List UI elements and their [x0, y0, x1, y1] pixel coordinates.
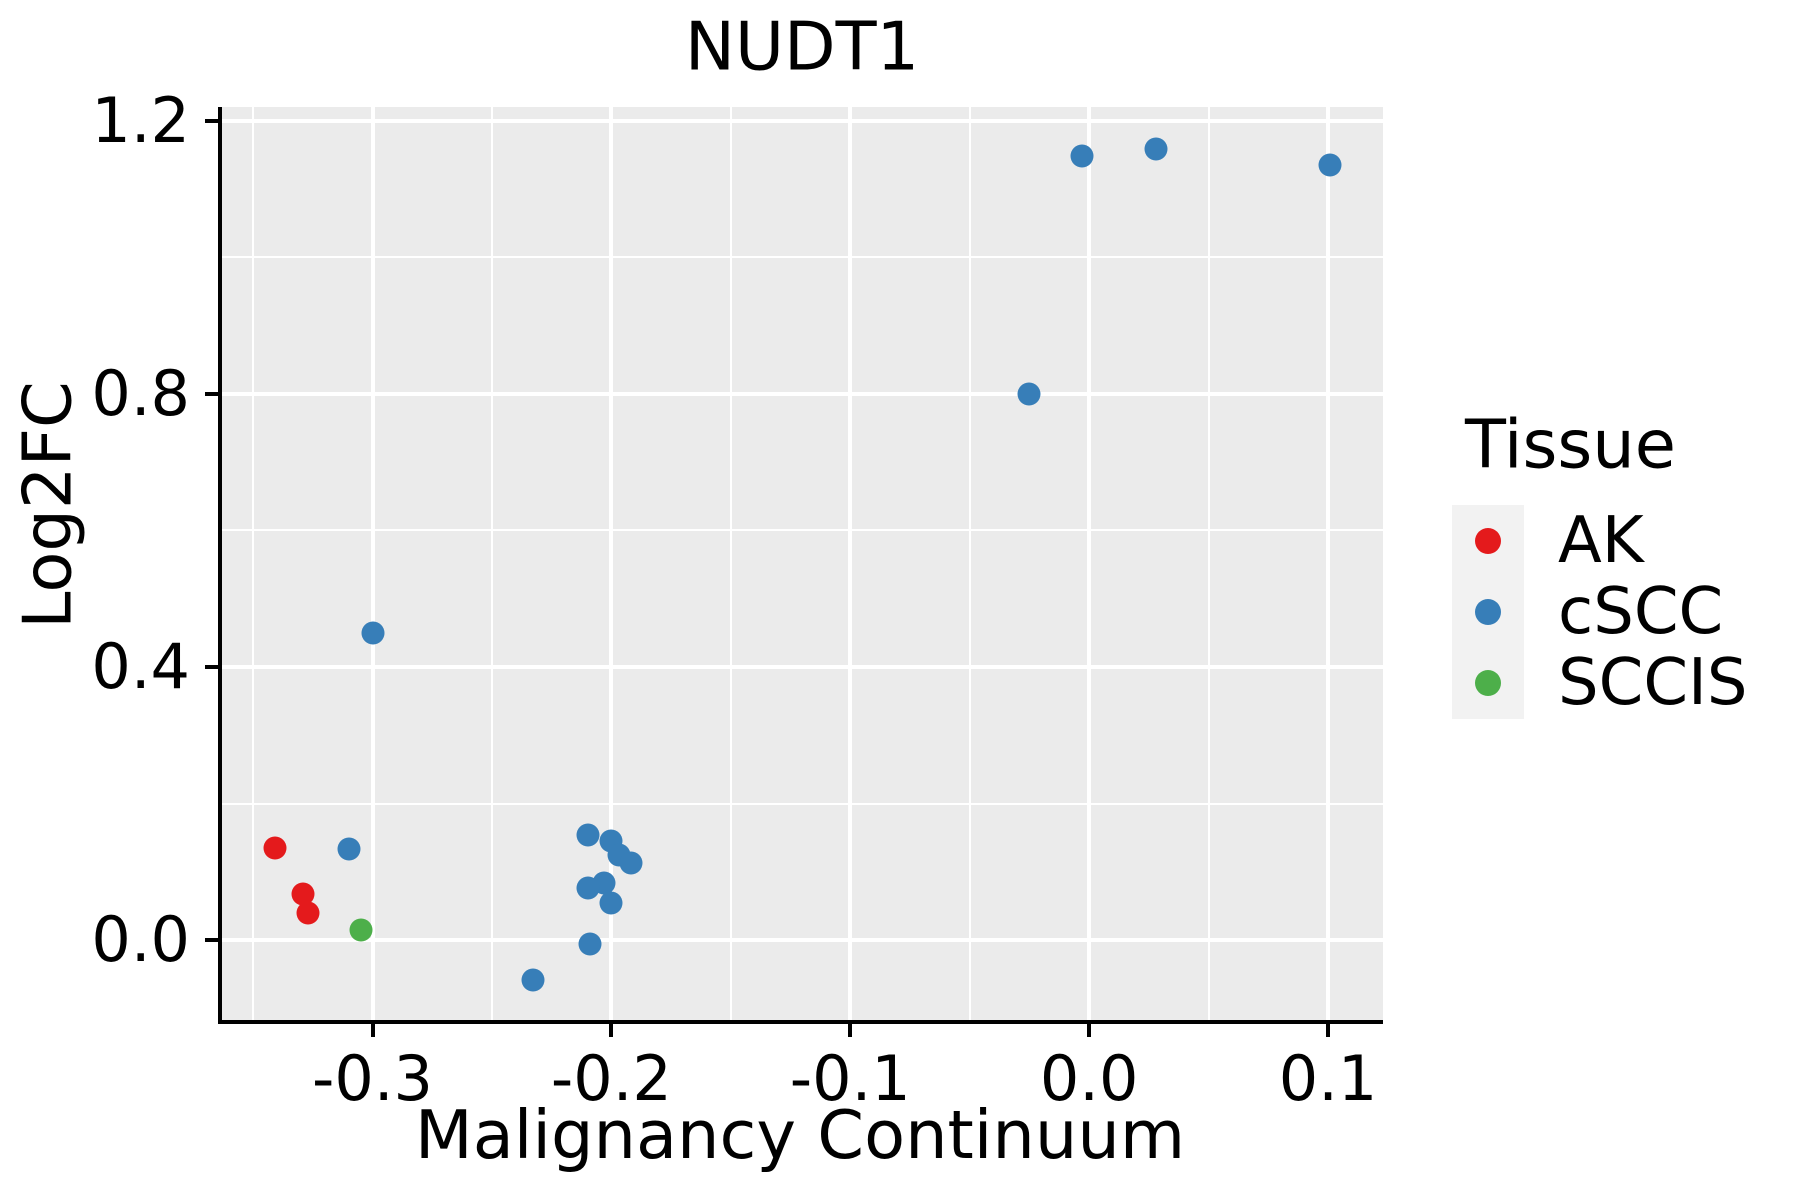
x-minor-gridline: [252, 107, 255, 1020]
y-tick-mark: [205, 118, 218, 123]
data-point-cscc: [619, 851, 642, 875]
data-point-cscc: [1318, 153, 1342, 177]
x-tick-label: -0.3: [312, 1042, 433, 1115]
y-tick-label: 0.4: [91, 629, 190, 703]
data-point-ak: [263, 836, 287, 860]
x-axis-line: [218, 1020, 1383, 1024]
x-major-gridline: [609, 107, 614, 1020]
y-axis-line: [218, 107, 222, 1024]
data-point-ak: [291, 882, 315, 906]
y-tick-label: 0.8: [91, 356, 190, 430]
legend-label-ak: AK: [1558, 504, 1644, 578]
y-tick-mark: [205, 938, 218, 943]
data-point-cscc: [578, 932, 602, 956]
y-minor-gridline: [222, 802, 1383, 805]
x-minor-gridline: [1207, 107, 1210, 1020]
x-tick-label: 0.1: [1278, 1042, 1378, 1115]
x-tick-mark: [1087, 1024, 1092, 1037]
x-tick-mark: [1326, 1024, 1331, 1037]
legend-label-cscc: cSCC: [1558, 575, 1724, 649]
data-point-cscc: [1017, 382, 1041, 406]
x-tick-label: -0.1: [789, 1042, 911, 1115]
x-minor-gridline: [490, 107, 493, 1020]
legend-title: Tissue: [1465, 405, 1676, 484]
data-point-cscc: [576, 823, 599, 847]
x-axis-title: Malignancy Continuum: [414, 1096, 1186, 1174]
y-major-gridline: [222, 118, 1383, 123]
y-major-gridline: [222, 664, 1383, 669]
x-tick-label: 0.0: [1039, 1042, 1139, 1115]
x-major-gridline: [1326, 107, 1331, 1020]
y-minor-gridline: [222, 529, 1383, 532]
data-point-cscc: [337, 837, 361, 861]
x-tick-mark: [370, 1024, 375, 1037]
x-major-gridline: [848, 107, 853, 1020]
y-tick-mark: [205, 664, 218, 669]
x-major-gridline: [370, 107, 375, 1020]
data-point-cscc: [521, 968, 545, 992]
legend-dot-cscc: [1475, 599, 1501, 625]
x-tick-mark: [609, 1024, 614, 1037]
plot-title: NUDT1: [684, 7, 920, 86]
y-tick-label: 1.2: [91, 83, 190, 157]
data-point-sccis: [349, 918, 373, 942]
plot-panel: [222, 107, 1383, 1020]
x-minor-gridline: [729, 107, 732, 1020]
data-point-cscc: [1070, 144, 1094, 168]
data-point-cscc: [361, 621, 384, 645]
legend-dot-ak: [1475, 528, 1501, 554]
y-major-gridline: [222, 391, 1383, 396]
y-tick-mark: [205, 391, 218, 396]
data-point-cscc: [1144, 137, 1168, 161]
legend-label-sccis: SCCIS: [1558, 646, 1748, 720]
y-minor-gridline: [222, 256, 1383, 259]
data-point-ak: [296, 901, 320, 925]
x-tick-mark: [848, 1024, 853, 1037]
data-point-cscc: [576, 876, 599, 900]
legend-dot-sccis: [1475, 670, 1501, 696]
data-point-cscc: [599, 891, 623, 915]
x-minor-gridline: [968, 107, 971, 1020]
y-major-gridline: [222, 938, 1383, 943]
x-major-gridline: [1087, 107, 1092, 1020]
x-tick-label: -0.2: [550, 1042, 672, 1115]
y-tick-label: 0.0: [91, 903, 190, 977]
